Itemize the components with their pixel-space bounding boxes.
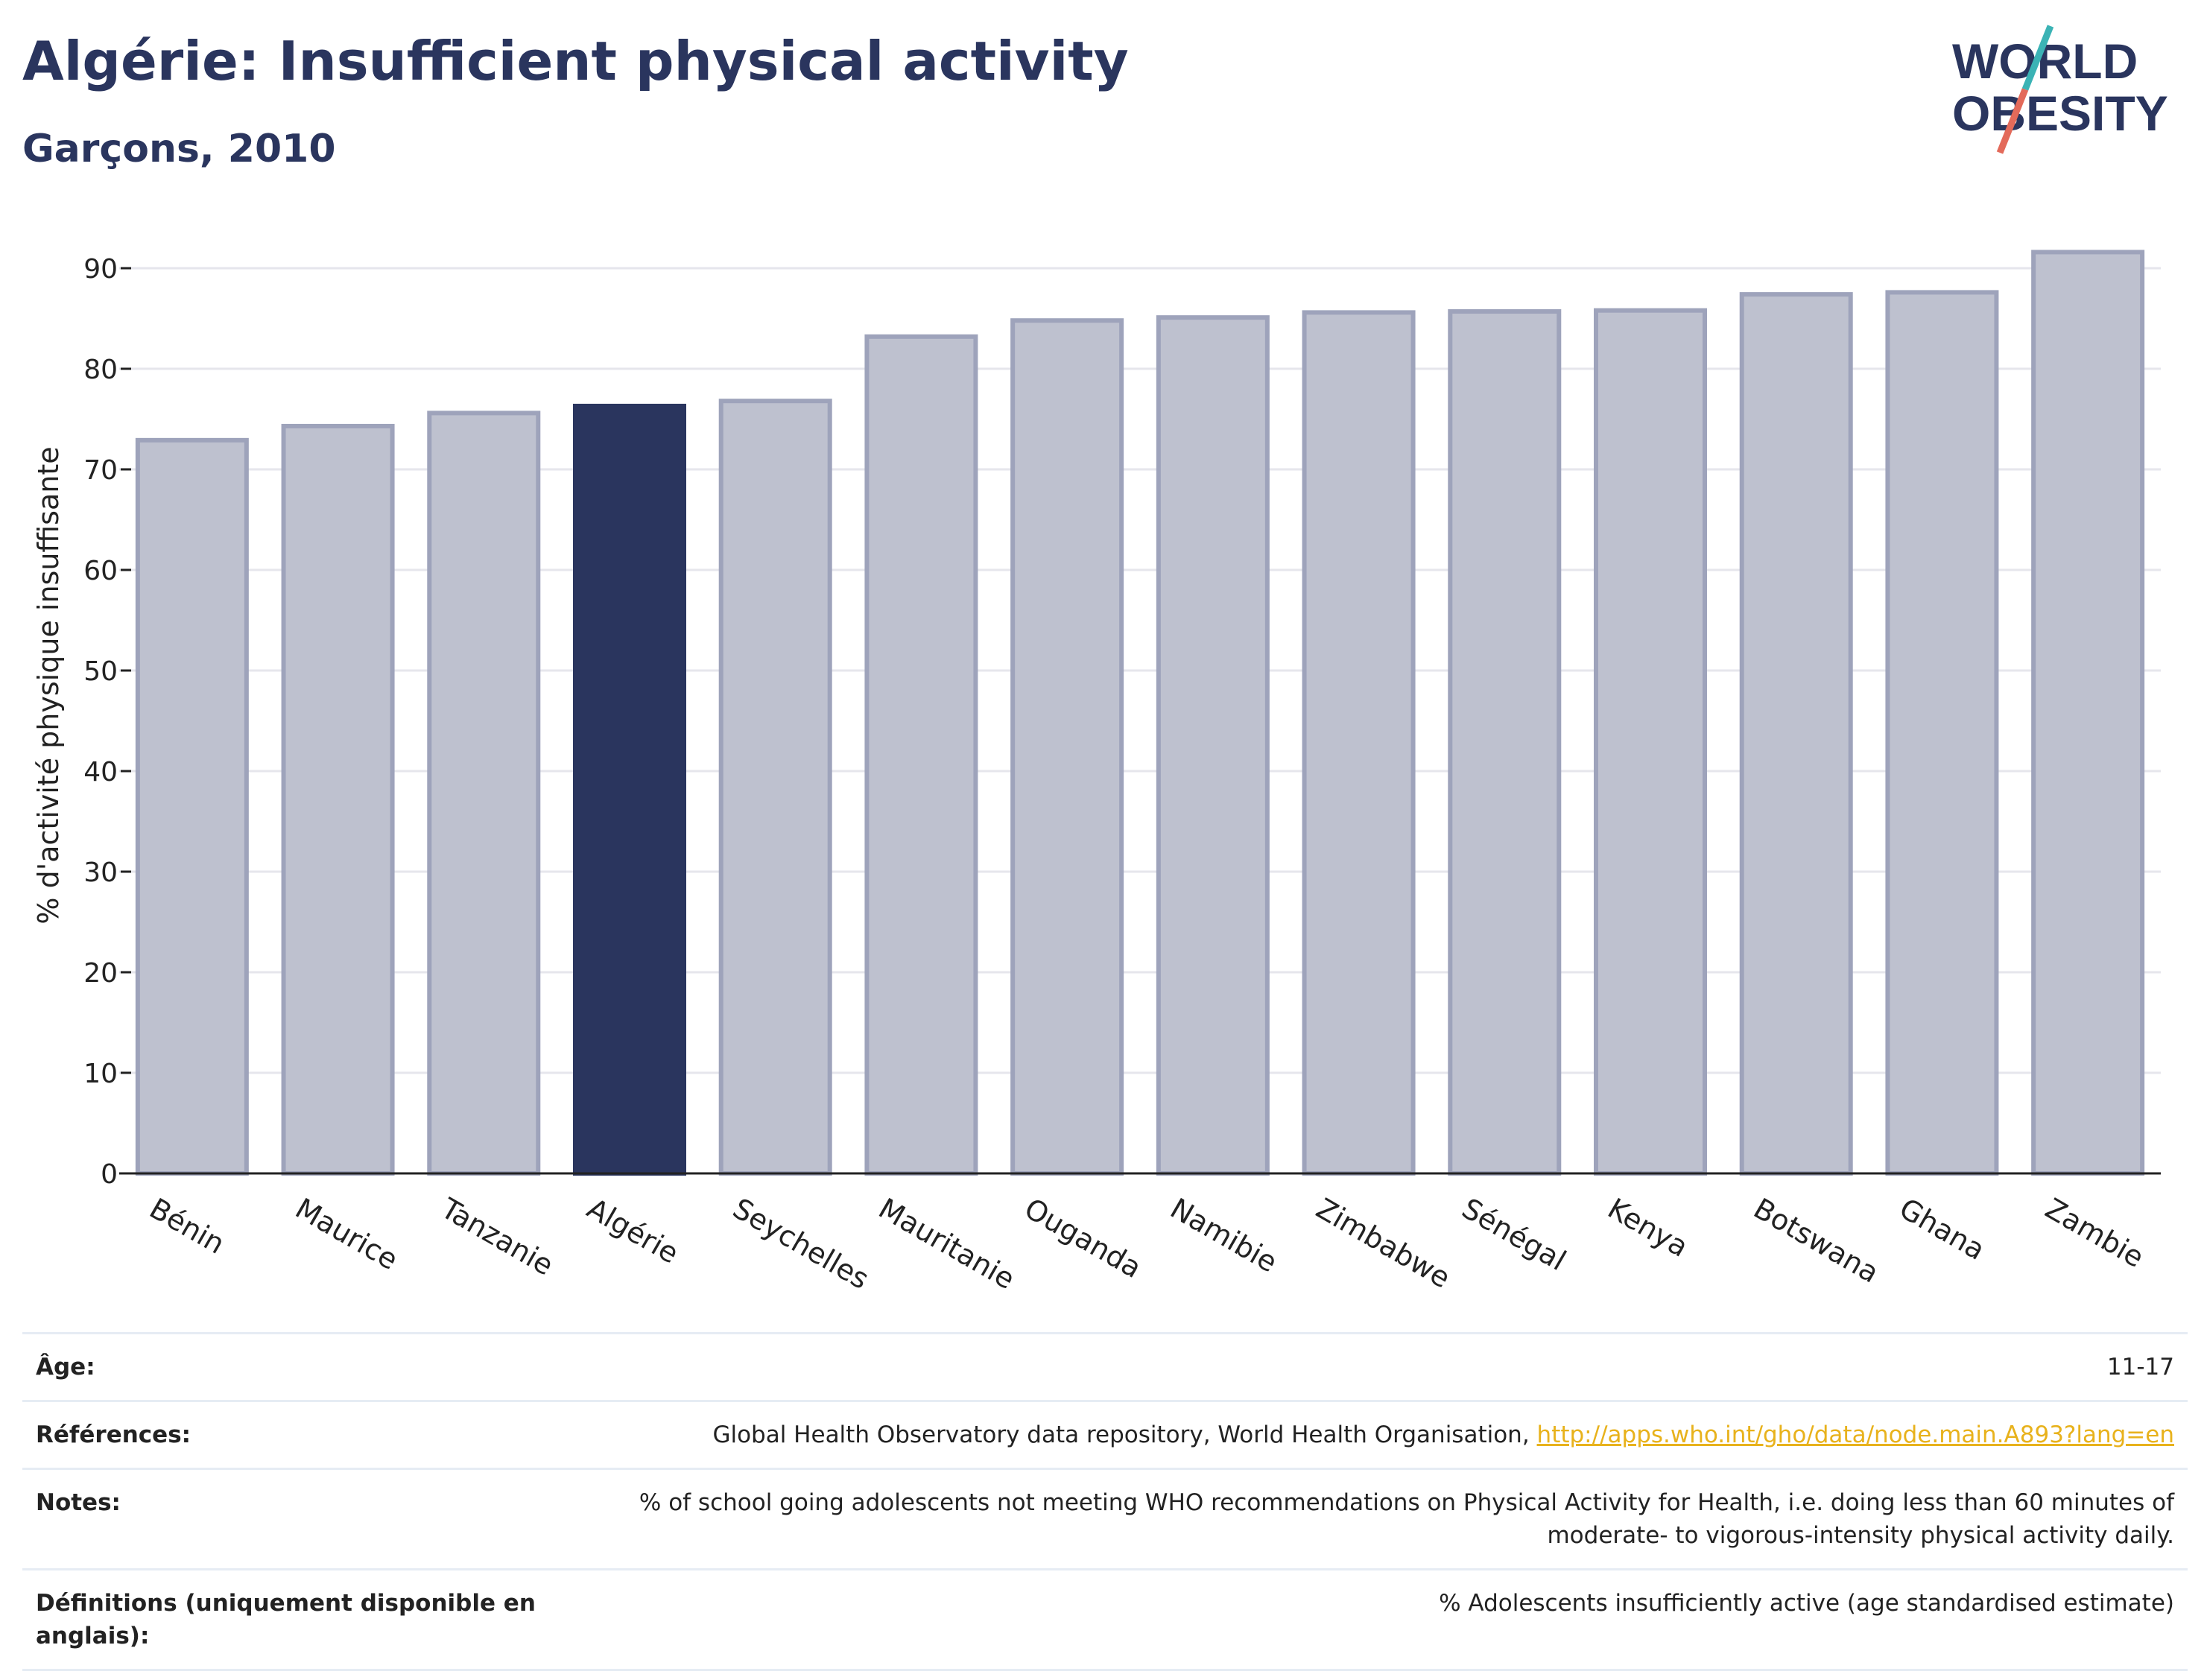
- x-tick-label: Namibie: [1165, 1192, 1282, 1279]
- x-axis: Bénin Maurice Tanzanie Algérie SeychellesMau…: [119, 1172, 2161, 1296]
- y-tick-label: 20: [83, 958, 118, 989]
- references-text: Global Health Observatory data repositor…: [712, 1421, 1537, 1448]
- x-tick-label: Zimbabwe: [1311, 1192, 1456, 1295]
- age-label: Âge:: [36, 1354, 95, 1381]
- page-title: Algérie: Insufficient physical activity: [22, 30, 1129, 92]
- references-label: Références:: [36, 1421, 191, 1448]
- y-axis-label: % d'activité physique insuffisante: [32, 446, 65, 924]
- y-tick-label: 0: [101, 1159, 118, 1190]
- definitions-value: % Adolescents insufficiently active (age…: [1439, 1590, 2174, 1617]
- y-tick-label: 50: [83, 656, 118, 687]
- y-tick-label: 90: [83, 254, 118, 285]
- references-value: Global Health Observatory data repositor…: [712, 1419, 2174, 1451]
- x-tick-label: Maurice: [290, 1192, 403, 1276]
- references-link[interactable]: http://apps.who.int/gho/data/node.main.A…: [1536, 1421, 2174, 1448]
- y-tick-label: 10: [83, 1059, 118, 1089]
- meta-row-notes: Notes: % of school going adolescents not…: [22, 1468, 2188, 1568]
- bar-algérie: [573, 403, 686, 1176]
- x-tick-label: Bénin: [144, 1192, 230, 1261]
- bar-sénégal: [1448, 309, 1562, 1176]
- logo-word-obesity: OBESITY: [1952, 86, 2168, 141]
- logo-slash-red: [1996, 88, 2029, 154]
- x-tick-label: Zambie: [2040, 1192, 2150, 1274]
- bar-kenya: [1594, 308, 1707, 1176]
- bar-ghana: [1885, 290, 1999, 1176]
- bar-zimbabwe: [1302, 310, 1416, 1176]
- x-tick-label: Ouganda: [1019, 1192, 1147, 1285]
- age-value: 11-17: [2106, 1354, 2174, 1381]
- y-axis: 0 10 20 30 40 50 60 70 80 90: [83, 254, 131, 1190]
- bar-seychelles: [718, 399, 832, 1176]
- notes-value: % of school going adolescents not meetin…: [639, 1489, 2174, 1549]
- bar-maurice: [281, 423, 395, 1176]
- x-tick-label: Tanzanie: [435, 1191, 559, 1281]
- bar-namibie: [1156, 315, 1270, 1176]
- definitions-label: Définitions (uniquement disponible en an…: [36, 1590, 536, 1649]
- bar-bénin: [135, 437, 249, 1176]
- bars: [135, 250, 2145, 1176]
- gridlines: [119, 267, 2161, 1074]
- x-tick-label: Kenya: [1603, 1192, 1694, 1264]
- logo-slash-teal: [2021, 25, 2054, 91]
- bar-tanzanie: [427, 411, 541, 1176]
- y-tick-label: 70: [83, 455, 118, 486]
- y-tick-label: 30: [83, 858, 118, 888]
- x-tick-label: Mauritanie: [873, 1192, 1020, 1296]
- page-subtitle: Garçons, 2010: [22, 127, 336, 171]
- x-tick-label: Botswana: [1748, 1192, 1884, 1290]
- y-tick-label: 40: [83, 757, 118, 787]
- bar-botswana: [1739, 292, 1853, 1176]
- world-obesity-logo: WORLD OBESITY: [1952, 25, 2168, 154]
- y-tick-label: 60: [83, 556, 118, 586]
- bar-ouganda: [1010, 318, 1124, 1176]
- meta-row-definitions: Définitions (uniquement disponible en an…: [22, 1568, 2188, 1671]
- x-tick-label: Algérie: [582, 1192, 685, 1270]
- bar-mauritanie: [864, 334, 978, 1176]
- x-tick-label: Sénégal: [1457, 1192, 1571, 1278]
- meta-row-age: Âge: 11-17: [22, 1332, 2188, 1400]
- notes-label: Notes:: [36, 1489, 121, 1516]
- bar-zambie: [2031, 250, 2145, 1176]
- meta-row-references: Références: Global Health Observatory da…: [22, 1400, 2188, 1468]
- metadata-table: Âge: 11-17 Références: Global Health Obs…: [22, 1332, 2188, 1671]
- x-tick-label: Ghana: [1894, 1192, 1991, 1267]
- x-tick-label: Seychelles: [727, 1192, 874, 1296]
- bar-chart: 0 10 20 30 40 50 60 70 80 90 Bénin Maurice Tanzanie…: [32, 250, 2161, 1296]
- y-tick-label: 80: [83, 355, 118, 385]
